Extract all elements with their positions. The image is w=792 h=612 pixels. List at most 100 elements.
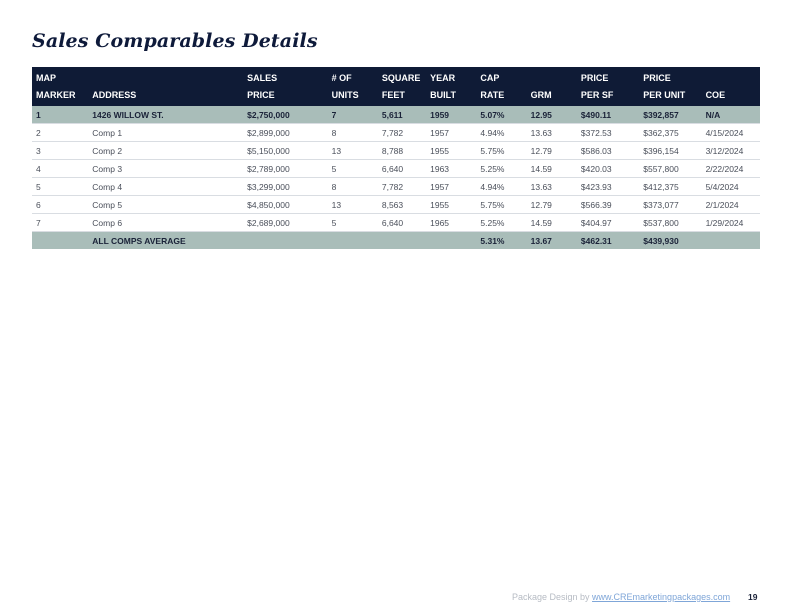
cell-units [327, 231, 378, 249]
cell-price-per-unit: $392,857 [639, 106, 702, 124]
cell-price-per-unit: $412,375 [639, 177, 702, 196]
header-num-of: # OF [327, 67, 378, 86]
header-per-sf: PER SF [576, 86, 640, 106]
cell-price-per-sf: $423.93 [576, 177, 640, 196]
cell-grm: 13.63 [526, 177, 577, 196]
page-title: Sales Comparables Details [32, 30, 318, 52]
footer-credit-link[interactable]: www.CREmarketingpackages.com [592, 592, 731, 602]
cell-square-feet [377, 231, 427, 249]
cell-square-feet: 7,782 [377, 123, 427, 142]
cell-sales-price: $5,150,000 [243, 141, 328, 160]
cell-square-feet: 8,563 [377, 195, 427, 214]
table-row: 3 Comp 2 $5,150,000 13 8,788 1955 5.75% 12.79 $5… [32, 141, 760, 160]
header-marker: MARKER [32, 86, 89, 106]
cell-units: 8 [327, 177, 378, 196]
cell-sales-price [243, 231, 328, 249]
header-per-unit: PER UNIT [639, 86, 702, 106]
table-row: 6 Comp 5 $4,850,000 13 8,563 1955 5.75% 12.79 $5… [32, 195, 760, 214]
header-cap: CAP [476, 67, 527, 86]
cell-year-built: 1955 [426, 141, 477, 160]
cell-coe: N/A [701, 106, 760, 124]
cell-address: Comp 1 [88, 123, 244, 142]
cell-price-per-unit: $537,800 [639, 213, 702, 232]
cell-price-per-sf: $566.39 [576, 195, 640, 214]
cell-coe: 1/29/2024 [701, 213, 760, 232]
cell-year-built: 1963 [426, 159, 477, 178]
cell-marker: 2 [32, 123, 89, 142]
cell-year-built: 1957 [426, 123, 477, 142]
cell-price-per-sf: $462.31 [576, 231, 640, 249]
cell-grm: 14.59 [526, 159, 577, 178]
header-rate: RATE [476, 86, 527, 106]
cell-grm: 14.59 [526, 213, 577, 232]
cell-year-built: 1957 [426, 177, 477, 196]
cell-marker: 6 [32, 195, 89, 214]
table-row: 2 Comp 1 $2,899,000 8 7,782 1957 4.94% 13.63 $37… [32, 123, 760, 142]
cell-sales-price: $2,750,000 [243, 106, 328, 124]
cell-grm: 12.79 [526, 141, 577, 160]
header-sales: SALES [243, 67, 328, 86]
page-number: 19 [748, 592, 758, 602]
cell-address: ALL COMPS AVERAGE [88, 231, 244, 249]
cell-units: 8 [327, 123, 378, 142]
cell-cap-rate: 5.75% [476, 195, 527, 214]
cell-cap-rate: 5.25% [476, 159, 527, 178]
header-square: SQUARE [377, 67, 427, 86]
header-coe-top [701, 67, 760, 86]
cell-price-per-sf: $586.03 [576, 141, 640, 160]
cell-coe: 2/1/2024 [701, 195, 760, 214]
cell-price-per-sf: $490.11 [576, 106, 640, 124]
table-body: 1 1426 WILLOW ST. $2,750,000 7 5,611 1959 5.07… [32, 106, 760, 249]
table-row: 7 Comp 6 $2,689,000 5 6,640 1965 5.25% 14.59 $40… [32, 213, 760, 232]
table-row: 5 Comp 4 $3,299,000 8 7,782 1957 4.94% 13.63 $42… [32, 177, 760, 196]
cell-marker: 1 [32, 106, 89, 124]
cell-grm: 12.79 [526, 195, 577, 214]
cell-price-per-unit: $396,154 [639, 141, 702, 160]
cell-cap-rate: 5.31% [476, 231, 527, 249]
header-feet: FEET [377, 86, 427, 106]
cell-sales-price: $2,789,000 [243, 159, 328, 178]
cell-sales-price: $4,850,000 [243, 195, 328, 214]
cell-coe: 3/12/2024 [701, 141, 760, 160]
cell-marker: 5 [32, 177, 89, 196]
cell-address: Comp 4 [88, 177, 244, 196]
average-row: ALL COMPS AVERAGE 5.31% 13.67 $462.31 $439,9… [32, 231, 760, 249]
cell-sales-price: $3,299,000 [243, 177, 328, 196]
cell-price-per-sf: $420.03 [576, 159, 640, 178]
cell-sales-price: $2,689,000 [243, 213, 328, 232]
footer-credit: Package Design by www.CREmarketingpackag… [512, 592, 730, 602]
subject-property-row: 1 1426 WILLOW ST. $2,750,000 7 5,611 1959 5.07… [32, 106, 760, 124]
cell-address: Comp 6 [88, 213, 244, 232]
cell-price-per-unit: $557,800 [639, 159, 702, 178]
cell-coe [701, 231, 760, 249]
header-units: UNITS [327, 86, 378, 106]
cell-marker: 7 [32, 213, 89, 232]
header-row-bottom: MARKER ADDRESS PRICE UNITS FEET BUILT RA… [32, 86, 760, 106]
cell-units: 5 [327, 159, 378, 178]
header-price-sf-top: PRICE [576, 67, 640, 86]
sales-comparables-table: MAP SALES # OF SQUARE YEAR CAP PRICE PRI… [32, 67, 760, 249]
header-grm: GRM [526, 86, 577, 106]
cell-square-feet: 6,640 [377, 213, 427, 232]
cell-grm: 13.67 [526, 231, 577, 249]
cell-coe: 5/4/2024 [701, 177, 760, 196]
header-year: YEAR [426, 67, 477, 86]
cell-address: Comp 5 [88, 195, 244, 214]
header-map: MAP [32, 67, 89, 86]
cell-year-built [426, 231, 477, 249]
cell-marker: 3 [32, 141, 89, 160]
cell-square-feet: 8,788 [377, 141, 427, 160]
cell-address: Comp 2 [88, 141, 244, 160]
cell-price-per-sf: $404.97 [576, 213, 640, 232]
cell-marker [32, 231, 89, 249]
header-coe: COE [701, 86, 760, 106]
cell-marker: 4 [32, 159, 89, 178]
cell-cap-rate: 5.75% [476, 141, 527, 160]
cell-coe: 2/22/2024 [701, 159, 760, 178]
header-price: PRICE [243, 86, 328, 106]
cell-sales-price: $2,899,000 [243, 123, 328, 142]
cell-year-built: 1959 [426, 106, 477, 124]
cell-address: Comp 3 [88, 159, 244, 178]
cell-square-feet: 6,640 [377, 159, 427, 178]
